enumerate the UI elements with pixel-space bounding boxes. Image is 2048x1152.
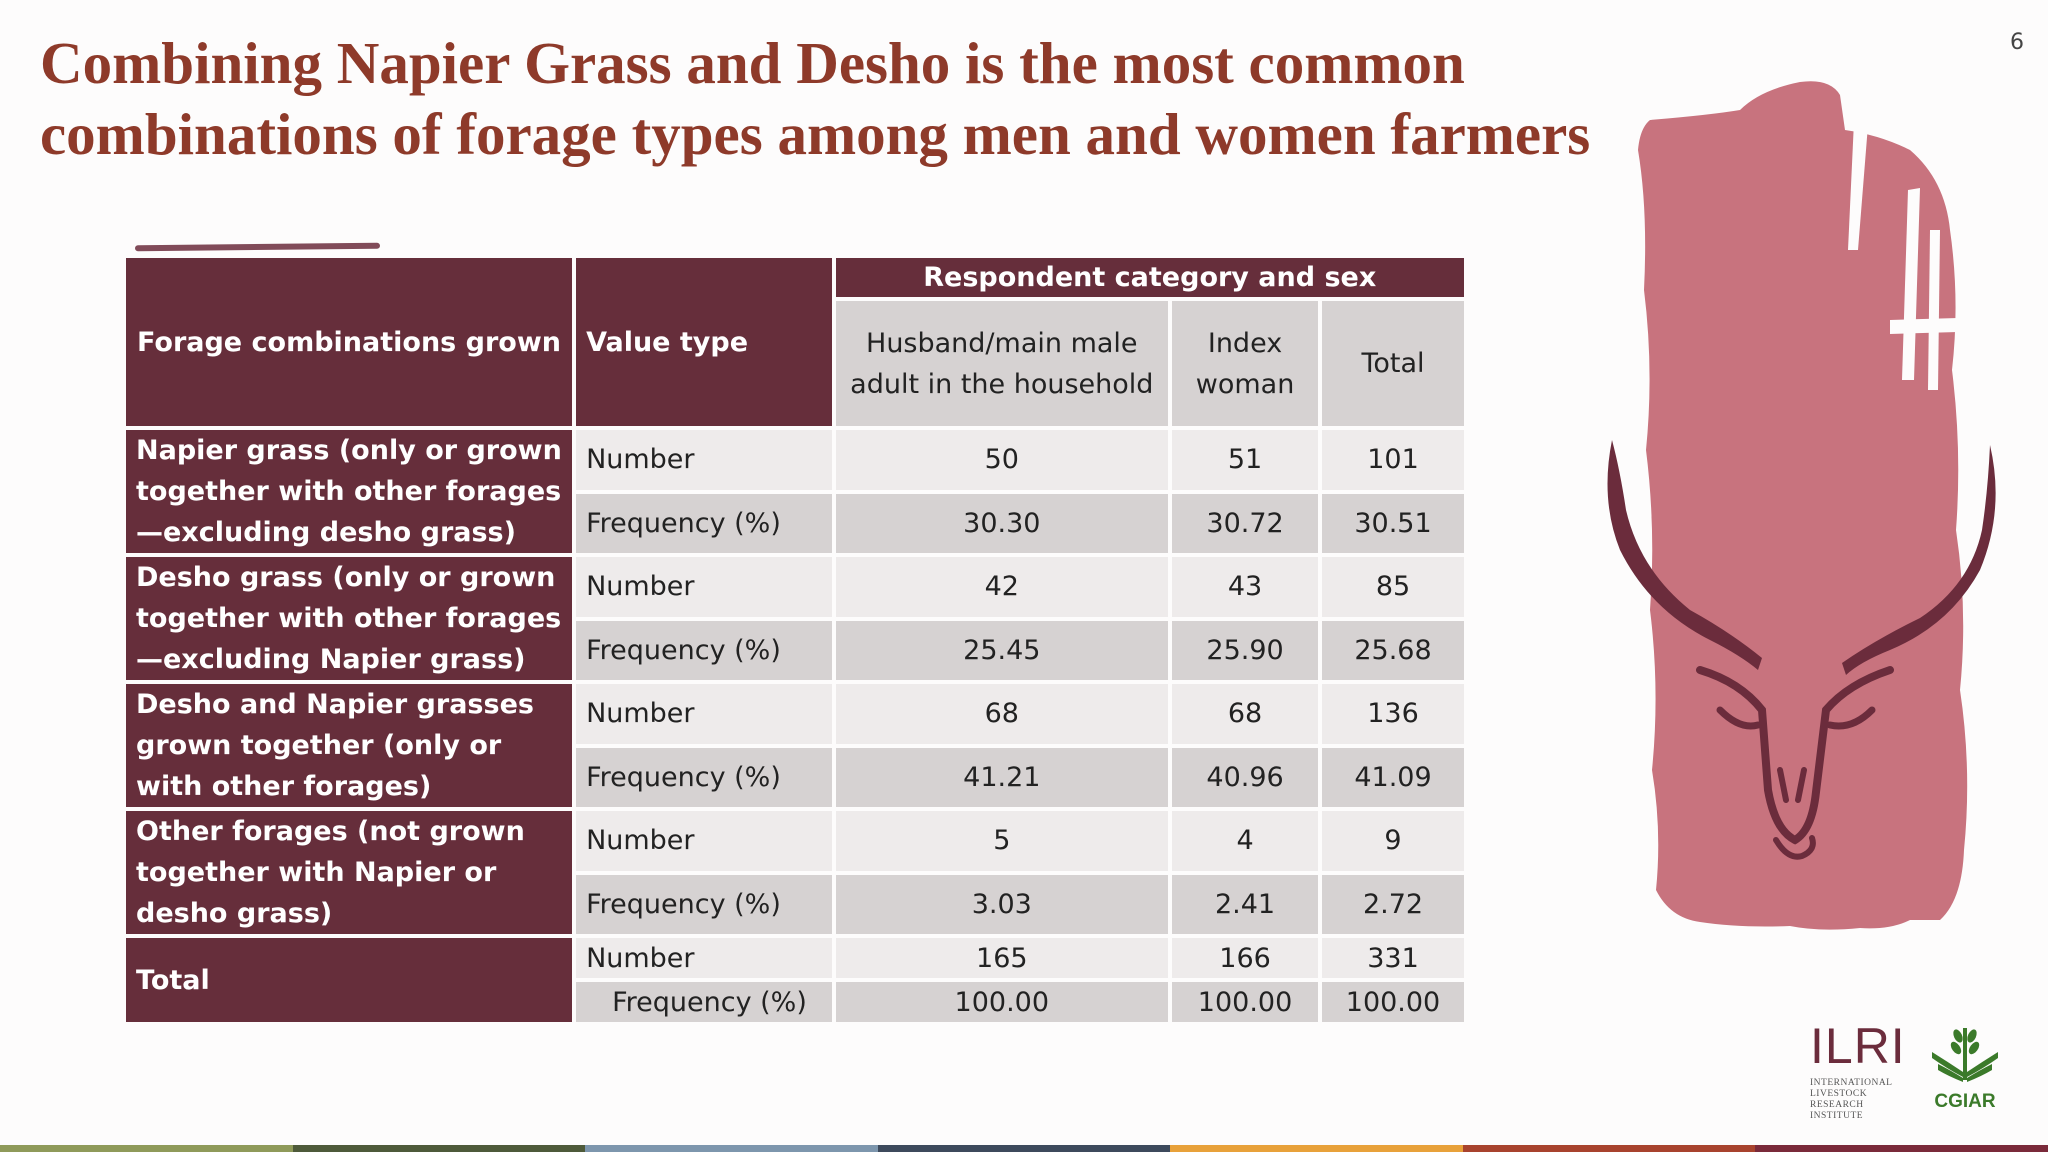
forage-combinations-table: Forage combinations grown Value type Res… <box>122 254 1468 1026</box>
col-header-total: Total <box>1322 301 1464 426</box>
cgiar-logo-text: CGIAR <box>1934 1091 1996 1112</box>
value-cell: 136 <box>1322 684 1464 744</box>
value-cell: 41.21 <box>835 747 1169 807</box>
value-cell: 40.96 <box>1172 747 1319 807</box>
value-cell: 331 <box>1322 938 1464 978</box>
value-cell: 3.03 <box>835 874 1169 934</box>
value-cell: 100.00 <box>1172 982 1319 1022</box>
cow-head-illustration <box>1607 81 1996 930</box>
footer-color-bar <box>0 1145 2048 1152</box>
col-header-forage: Forage combinations grown <box>126 258 573 426</box>
value-cell: 2.41 <box>1172 874 1319 934</box>
col-header-value-type: Value type <box>576 258 832 426</box>
value-cell: 101 <box>1322 430 1464 490</box>
group-label-desho-napier: Desho and Napier grasses grown together … <box>126 684 573 807</box>
group-label-other-forages: Other forages (not grown together with N… <box>126 811 573 934</box>
value-cell: 4 <box>1172 811 1319 871</box>
value-cell: 68 <box>1172 684 1319 744</box>
value-cell: 30.30 <box>835 493 1169 553</box>
value-cell: 100.00 <box>1322 982 1464 1022</box>
value-cell: 166 <box>1172 938 1319 978</box>
value-type-cell: Frequency (%) <box>576 982 832 1022</box>
value-cell: 50 <box>835 430 1169 490</box>
group-label-total: Total <box>126 938 573 1022</box>
value-cell: 43 <box>1172 557 1319 617</box>
value-cell: 30.51 <box>1322 493 1464 553</box>
brush-stroke-decoration <box>134 242 381 252</box>
value-type-cell: Number <box>576 684 832 744</box>
ilri-logo-subtitle: INTERNATIONAL LIVESTOCK RESEARCH INSTITU… <box>1810 1078 1906 1122</box>
ilri-line-3: INSTITUTE <box>1810 1111 1864 1121</box>
value-type-cell: Number <box>576 811 832 871</box>
value-type-cell: Number <box>576 557 832 617</box>
cgiar-logo: CGIAR <box>1928 1022 2002 1113</box>
ilri-logo: ILRI INTERNATIONAL LIVESTOCK RESEARCH IN… <box>1810 1020 1906 1122</box>
group-label-desho: Desho grass (only or grown together with… <box>126 557 573 680</box>
value-cell: 41.09 <box>1322 747 1464 807</box>
group-label-napier: Napier grass (only or grown together wit… <box>126 430 573 553</box>
value-cell: 68 <box>835 684 1169 744</box>
footer-segment <box>1170 1145 1463 1152</box>
value-cell: 42 <box>835 557 1169 617</box>
footer-segment <box>877 1145 1171 1152</box>
ilri-line-2: LIVESTOCK RESEARCH <box>1810 1089 1868 1110</box>
value-cell: 9 <box>1322 811 1464 871</box>
ilri-logo-text: ILRI <box>1810 1018 1906 1074</box>
col-header-husband: Husband/main male adult in the household <box>835 301 1169 426</box>
value-cell: 25.90 <box>1172 620 1319 680</box>
value-cell: 25.68 <box>1322 620 1464 680</box>
value-cell: 51 <box>1172 430 1319 490</box>
value-cell: 5 <box>835 811 1169 871</box>
value-cell: 30.72 <box>1172 493 1319 553</box>
page-number: 6 <box>2010 30 2024 55</box>
value-cell: 100.00 <box>835 982 1169 1022</box>
group-header-respondent: Respondent category and sex <box>835 258 1464 297</box>
slide-title: Combining Napier Grass and Desho is the … <box>40 30 1591 167</box>
cgiar-wheat-icon <box>1932 1028 1998 1082</box>
value-type-cell: Number <box>576 430 832 490</box>
value-type-cell: Frequency (%) <box>576 874 832 934</box>
ilri-line-1: INTERNATIONAL <box>1810 1078 1893 1088</box>
value-cell: 2.72 <box>1322 874 1464 934</box>
col-header-index-woman: Index woman <box>1172 301 1319 426</box>
footer-segment <box>1755 1145 2048 1152</box>
footer-segment <box>585 1145 878 1152</box>
value-cell: 85 <box>1322 557 1464 617</box>
footer-segment <box>0 1145 293 1152</box>
value-type-cell: Number <box>576 938 832 978</box>
value-cell: 25.45 <box>835 620 1169 680</box>
footer-segment <box>1462 1145 1756 1152</box>
footer-segment <box>292 1145 586 1152</box>
value-type-cell: Frequency (%) <box>576 493 832 553</box>
value-cell: 165 <box>835 938 1169 978</box>
value-type-cell: Frequency (%) <box>576 620 832 680</box>
value-type-cell: Frequency (%) <box>576 747 832 807</box>
